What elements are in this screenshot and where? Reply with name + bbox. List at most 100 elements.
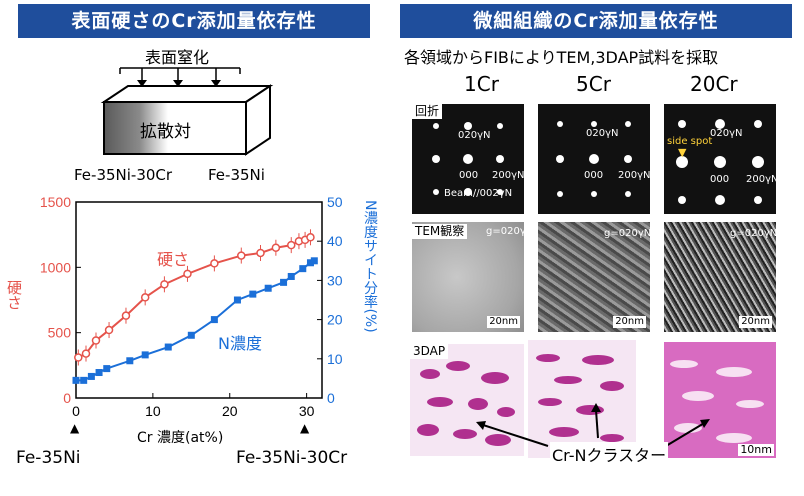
label-020-20cr: 020γN <box>710 128 743 139</box>
scale-bar-20cr: 20nm <box>739 316 772 328</box>
apt-5cr <box>528 340 636 458</box>
apt-map-20cr <box>670 360 764 443</box>
tem-20cr: g=020γN 20nm <box>664 222 776 332</box>
right-y-tick-label: 20 <box>327 312 343 328</box>
right-y-tick-label: 50 <box>327 194 343 210</box>
right-alloy-label: Fe-35Ni <box>208 166 265 184</box>
left-y-tick-label: 500 <box>48 325 72 341</box>
n-conc-point <box>95 369 103 377</box>
label-020: 020γN <box>458 130 491 141</box>
left-y-tick-label: 0 <box>63 390 71 406</box>
n-conc-series-label: N濃度 <box>218 334 262 353</box>
label-020-5cr: 020γN <box>586 128 619 139</box>
hardness-point <box>104 325 114 335</box>
n-conc-point <box>72 376 80 384</box>
scale-bar-1cr: 20nm <box>487 316 520 328</box>
hardness-point <box>237 251 246 260</box>
cluster-pointer-arrows <box>476 403 710 447</box>
n-conc-point <box>87 372 95 380</box>
x-tick-label: 30 <box>299 403 315 419</box>
plot-frame <box>75 201 323 399</box>
diffraction-1cr: 回折 020γN 000 200γN Beam//002γN <box>412 104 524 214</box>
label-beam: Beam//002γN <box>444 188 513 199</box>
n-conc-point <box>164 343 172 351</box>
side-spot-arrow: ▼ <box>678 146 687 159</box>
label-200-5cr: 200γN <box>618 170 650 181</box>
column-5cr: 5Cr <box>576 72 611 96</box>
left-header: 表面硬さのCr添加量依存性 <box>18 4 370 38</box>
n-conc-point <box>249 290 257 298</box>
n-conc-point <box>210 316 218 324</box>
label-000-20cr: 000 <box>710 174 730 185</box>
n-conc-point <box>141 351 149 359</box>
n-conc-point <box>280 278 288 286</box>
side-spot-label: side spot <box>667 136 713 147</box>
tem-1cr: TEM観察 g=020γN 20nm <box>412 222 524 332</box>
right-y-tick-label: 10 <box>327 351 343 367</box>
arrow-up-left: ▲ <box>70 421 80 435</box>
right-y-tick-label: 40 <box>327 233 343 249</box>
hardness-point <box>160 280 169 289</box>
diffraction-pattern-1cr <box>432 122 504 196</box>
tem-row-label: TEM観察 <box>412 224 468 239</box>
left-alloy-label: Fe-35Ni-30Cr <box>74 166 173 184</box>
diffraction-pattern-5cr <box>556 121 632 197</box>
apt-1cr: 3DAP <box>410 344 524 456</box>
tem-g-1cr: g=020γN <box>486 226 524 237</box>
label-000: 000 <box>459 170 479 181</box>
diffraction-20cr: side spot ▼ 020γN 000 200γN <box>664 104 776 214</box>
nitriding-arrows <box>119 67 241 87</box>
arrow-up-right: ▲ <box>300 421 310 435</box>
label-200: 200γN <box>492 170 524 181</box>
column-1cr: 1Cr <box>464 72 499 96</box>
hardness-series-label: 硬さ <box>157 250 190 269</box>
diffusion-couple-block <box>100 84 274 156</box>
left-y-tick-label: 1500 <box>40 194 71 210</box>
x-tick-label: 20 <box>222 403 238 419</box>
apt-row-label: 3DAP <box>410 344 449 359</box>
tem-5cr: g=020γN 20nm <box>538 222 650 332</box>
hardness-point <box>91 336 101 345</box>
right-header: 微細組織のCr添加量依存性 <box>400 4 792 38</box>
n-conc-point <box>287 272 295 280</box>
diffraction-pattern-20cr <box>676 119 764 205</box>
label-000-5cr: 000 <box>584 170 604 181</box>
n-conc-point <box>233 296 241 304</box>
right-y-tick-label: 0 <box>327 390 335 406</box>
hardness-point <box>306 233 315 242</box>
series-line-1 <box>76 259 315 382</box>
hardness-point <box>183 269 192 279</box>
hardness-point <box>256 248 265 258</box>
cluster-label: Cr-Nクラスター <box>550 442 669 466</box>
right-axis-title: N濃度サイト分率(%) <box>362 200 378 333</box>
n-conc-point <box>310 257 318 265</box>
n-conc-point <box>187 331 195 339</box>
x-tick-label: 0 <box>72 403 80 419</box>
n-conc-point <box>299 265 307 273</box>
hardness-point <box>210 259 219 268</box>
left-y-tick-label: 1000 <box>40 259 71 275</box>
column-20cr: 20Cr <box>690 72 738 96</box>
hardness-point <box>81 349 91 358</box>
surface-nitriding-label: 表面窒化 <box>145 48 210 67</box>
scale-bar-apt: 10nm <box>738 443 774 456</box>
hardness-point <box>74 353 83 362</box>
hardness-point <box>140 293 150 302</box>
n-conc-point <box>264 284 272 292</box>
right-y-tick-label: 30 <box>327 272 343 288</box>
label-200-20cr: 200γN <box>746 174 776 185</box>
hardness-point <box>287 240 296 250</box>
apt-20cr: 10nm <box>664 342 776 458</box>
n-conc-point <box>306 259 314 267</box>
hardness-point <box>121 311 131 320</box>
x-axis-title: Cr 濃度(at%) <box>137 430 224 446</box>
diffraction-5cr: 020γN 000 200γN <box>538 104 650 214</box>
bottom-right-alloy: Fe-35Ni-30Cr <box>236 448 348 468</box>
bottom-left-alloy: Fe-35Ni <box>16 448 81 468</box>
diffraction-row-label: 回折 <box>412 104 443 119</box>
hardness-n-concentration-chart: 0 10 20 30 0 500 1000 1500 0 10 20 30 40 50 <box>40 194 343 419</box>
series-line-0 <box>77 236 311 359</box>
apt-map-1cr <box>417 361 515 446</box>
microstructure-subtitle: 各領域からFIBによりTEM,3DAP試料を採取 <box>404 48 719 67</box>
hardness-point <box>271 243 281 252</box>
